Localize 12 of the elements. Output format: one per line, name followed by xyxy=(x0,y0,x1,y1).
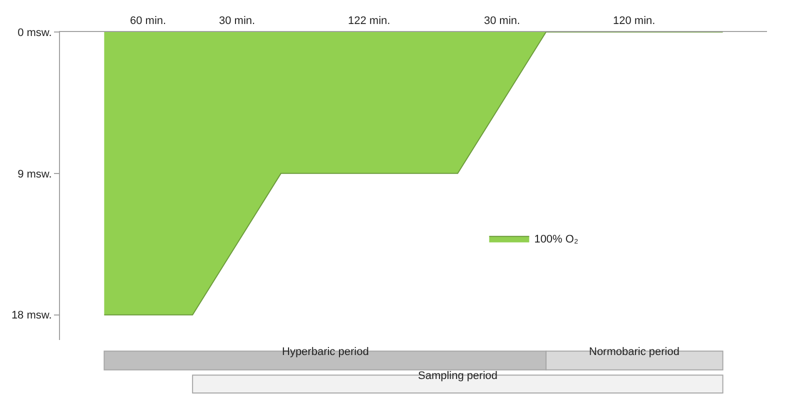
text: 122 min. xyxy=(348,15,390,27)
y-tick-label: 18 msw. xyxy=(11,310,52,322)
text: 30 min. xyxy=(219,15,256,27)
text: Sampling period xyxy=(418,370,498,382)
text: 120 min. xyxy=(613,15,656,27)
text: Normobaric period xyxy=(589,346,680,358)
text: Hyperbaric period xyxy=(282,346,369,358)
text: 60 min. xyxy=(130,15,166,27)
text: 30 min. xyxy=(484,15,520,27)
legend-label: 100% O₂ xyxy=(534,234,578,246)
y-tick-label: 9 msw. xyxy=(18,168,52,180)
y-tick-label: 0 msw. xyxy=(18,26,52,39)
